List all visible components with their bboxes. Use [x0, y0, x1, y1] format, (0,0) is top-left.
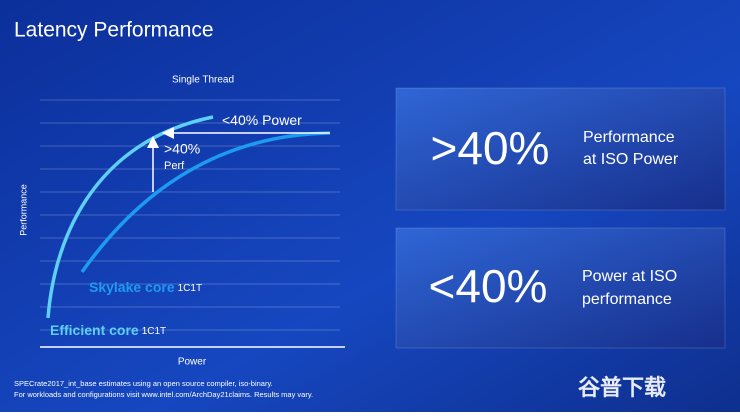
chart: Single Thread Performance Power <40% Pow… — [18, 75, 345, 368]
box-value: <40% — [429, 260, 548, 312]
box-line: Power at ISO — [582, 268, 677, 285]
title: Latency Performance — [14, 19, 214, 42]
box-line: Performance — [583, 129, 675, 146]
box-line: performance — [582, 291, 672, 308]
box-value: >40% — [431, 122, 550, 174]
box: >40% Performance at ISO Power — [395, 87, 726, 211]
grid — [40, 99, 340, 331]
watermark: 谷普下载 — [578, 375, 666, 400]
box: <40% Power at ISO performance — [395, 227, 726, 349]
skylake-curve — [80, 131, 331, 274]
efficient-label: Efficient core 1C1T — [50, 322, 166, 338]
power-annotation: <40% Power — [222, 112, 302, 128]
footnote: SPECrate2017_int_base estimates using an… — [14, 379, 273, 388]
perf-value: >40% — [164, 141, 200, 157]
skylake-label: Skylake core 1C1T — [89, 279, 202, 295]
footnote: For workloads and configurations visit w… — [14, 390, 313, 399]
y-label: Performance — [18, 184, 28, 236]
perf-word: Perf — [164, 160, 185, 172]
chart-title: Single Thread — [172, 75, 234, 86]
x-label: Power — [178, 357, 207, 368]
box-line: at ISO Power — [583, 151, 679, 168]
